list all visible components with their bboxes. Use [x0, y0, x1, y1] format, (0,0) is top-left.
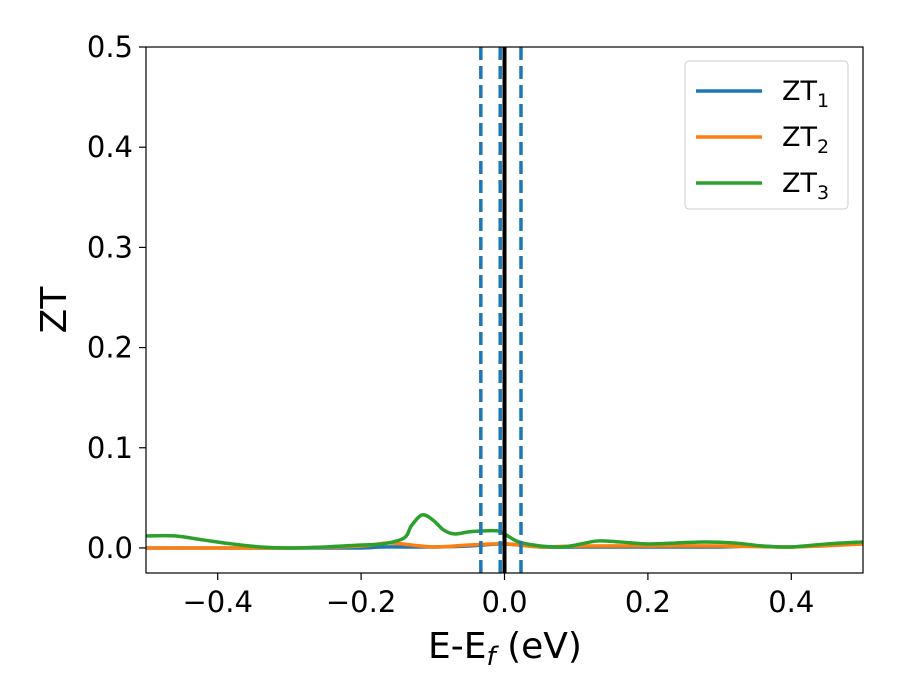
x-axis-label: E-Ef (eV): [428, 626, 582, 672]
legend-box: [684, 60, 849, 210]
legend-label-zt1: ZT1: [782, 76, 829, 112]
y-tick-label: 0.5: [87, 30, 133, 64]
y-tick-label: 0.3: [87, 230, 133, 264]
plot-area: [145, 47, 864, 573]
y-tick-label: 0.1: [87, 431, 133, 465]
y-tick-label: 0.4: [87, 130, 133, 164]
y-tick-label: 0.0: [87, 531, 133, 565]
y-axis-label: ZT: [34, 286, 75, 334]
legend-label-zt2: ZT2: [782, 122, 829, 158]
series-line-zt3: [145, 512, 864, 550]
x-axis: −0.4 −0.2 0.0 0.2 0.4: [182, 573, 814, 619]
legend: ZT1 ZT2 ZT3: [684, 60, 849, 210]
x-tick-label: 0.4: [768, 585, 814, 619]
x-tick-label: −0.2: [326, 585, 396, 619]
x-tick-label: 0.2: [625, 585, 671, 619]
y-axis: 0.0 0.1 0.2 0.3 0.4 0.5: [87, 30, 146, 565]
x-tick-label: 0.0: [481, 585, 527, 619]
legend-label-zt3: ZT3: [782, 168, 829, 204]
x-tick-label: −0.4: [182, 585, 252, 619]
y-tick-label: 0.2: [87, 331, 133, 365]
